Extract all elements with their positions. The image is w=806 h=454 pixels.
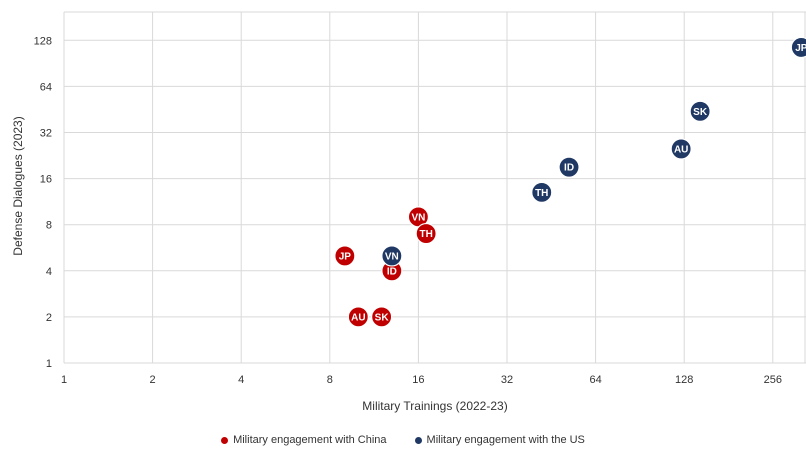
point-label: ID [387,266,397,277]
data-point-china-th: TH [415,222,437,245]
x-axis-ticks: 1 2 4 8 16 32 64 128 256 [61,374,782,386]
point-label: JP [339,251,352,262]
x-tick-label: 16 [412,374,424,386]
point-label: AU [674,144,688,155]
y-tick-label: 1 [46,358,52,370]
x-tick-label: 128 [675,374,693,386]
data-point-china-jp: JP [334,245,356,267]
x-tick-label: 256 [764,374,782,386]
point-marker [334,245,356,267]
point-marker [790,36,806,59]
point-label: ID [564,163,574,174]
point-marker [670,138,692,160]
data-point-china-sk: SK [371,306,393,328]
legend-label-china: Military engagement with China [233,434,387,446]
data-point-us-th: TH [531,181,553,204]
point-marker [689,100,711,122]
legend-item-us: Military engagement with the US [414,434,585,446]
point-label: TH [419,229,432,240]
point-label: SK [693,107,708,118]
legend-label-us: Military engagement with the US [426,434,585,446]
x-tick-label: 1 [61,374,67,386]
x-tick-label: 4 [238,374,244,386]
data-point-china-vn: VN [407,206,429,228]
x-tick-label: 2 [150,374,156,386]
point-marker [531,181,553,204]
scatter-chart: 1 2 4 8 16 32 64 128 256 1 2 4 8 16 32 64 128 Military … [11,11,806,413]
y-tick-label: 32 [40,128,52,140]
point-label: JP [795,43,806,54]
y-axis-label: Defense Dialogues (2023) [11,116,25,255]
y-tick-label: 128 [34,35,52,47]
data-point-us-id: ID [558,156,580,178]
data-point-us-au: AU [670,138,692,160]
legend-item-china: Military engagement with China [221,434,387,446]
y-tick-label: 4 [46,266,52,278]
y-tick-label: 16 [40,174,52,186]
grid-lines [63,11,806,364]
point-label: SK [375,312,390,323]
point-marker [381,245,403,267]
x-tick-label: 32 [501,374,513,386]
point-label: TH [535,188,548,199]
y-tick-label: 64 [40,81,52,93]
legend-swatch-china [221,436,229,444]
point-marker [371,306,393,328]
y-tick-label: 2 [46,312,52,324]
point-label: VN [385,251,399,262]
x-tick-label: 8 [327,374,333,386]
y-tick-label: 8 [46,220,52,232]
x-axis-label: Military Trainings (2022-23) [362,399,507,413]
data-point-china-au: AU [347,306,369,328]
point-label: AU [351,312,365,323]
data-points: JP AU SK ID VN TH VN TH ID AU SK JP [334,36,806,328]
data-point-us-sk: SK [689,100,711,122]
point-marker [415,222,437,245]
x-tick-label: 64 [589,374,601,386]
point-label: VN [411,212,425,223]
legend: Military engagement with China Military … [0,434,806,446]
data-point-us-vn: VN [381,245,403,267]
point-marker [558,156,580,178]
data-point-us-jp: JP [790,36,806,59]
legend-swatch-us [414,436,422,444]
point-marker [347,306,369,328]
y-axis-ticks: 1 2 4 8 16 32 64 128 [34,35,52,370]
